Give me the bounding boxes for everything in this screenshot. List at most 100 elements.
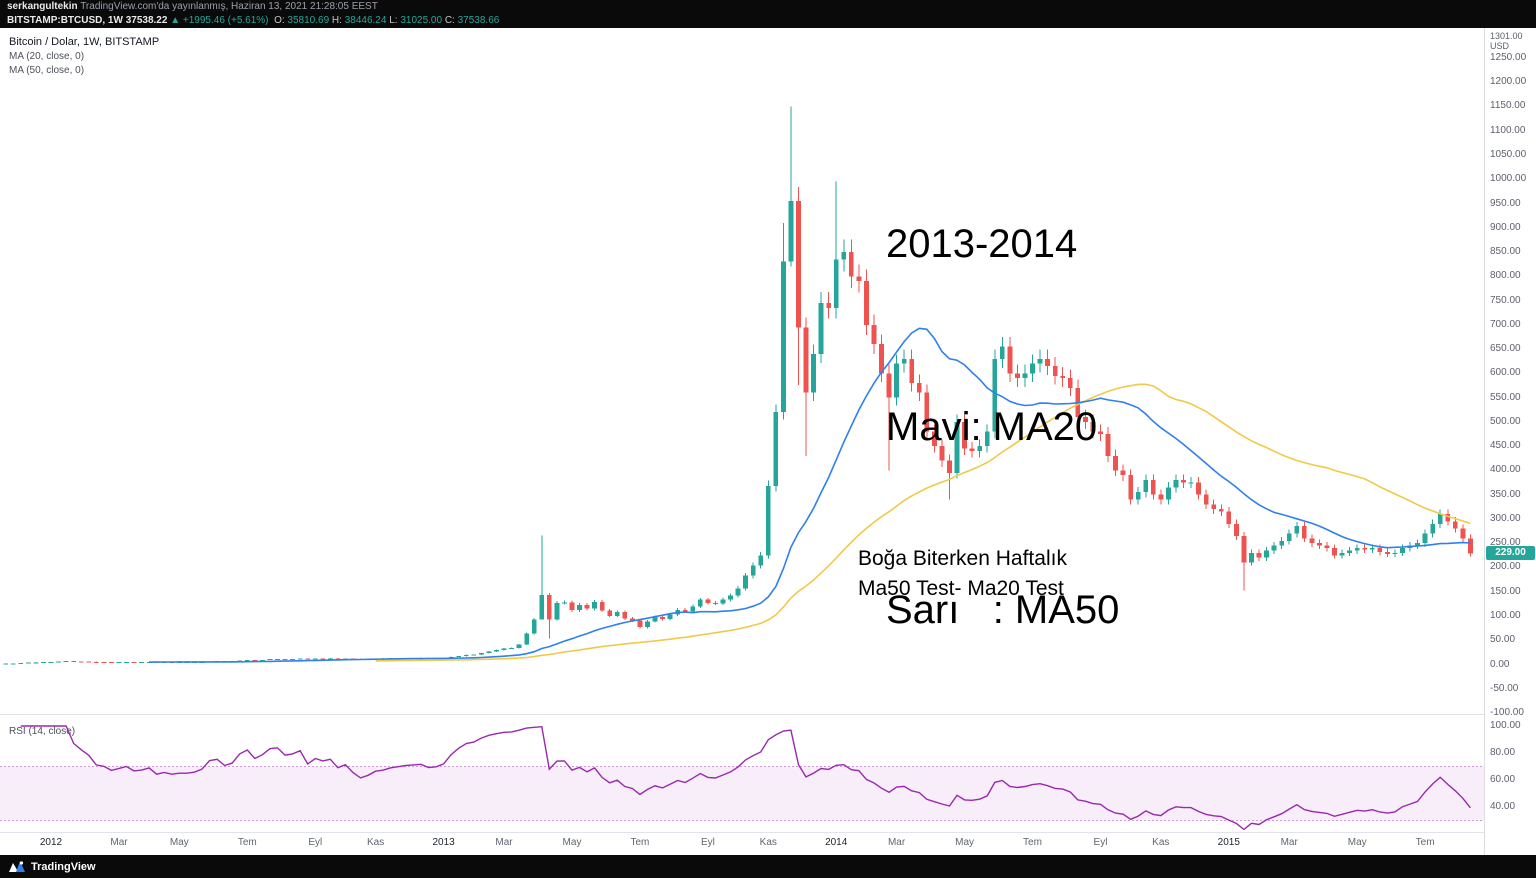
close-label: C:: [444, 15, 455, 26]
price-tick-label: -100.00: [1490, 707, 1524, 718]
rsi-line: [20, 725, 1471, 831]
scale-top-info: 1301.00 USD: [1490, 31, 1523, 51]
price-tick-label: 350.00: [1490, 488, 1521, 500]
time-tick-month: Tem: [237, 837, 257, 848]
time-tick-year: 2013: [432, 837, 455, 848]
time-tick-month: May: [955, 837, 975, 848]
time-tick-month: Kas: [759, 837, 777, 848]
time-tick-month: Mar: [887, 837, 906, 848]
price-tick-label: 550.00: [1490, 391, 1521, 403]
time-tick-month: May: [1347, 837, 1367, 848]
annotation-big: 2013-2014 Mavi: MA20 Sarı : MA50: [886, 92, 1119, 763]
rsi-band: [0, 766, 1484, 821]
price-tick-label: 500.00: [1490, 415, 1521, 427]
price-tick-label: 250.00: [1490, 537, 1521, 549]
tradingview-logo-icon[interactable]: [8, 860, 26, 873]
time-tick-month: May: [169, 837, 189, 848]
low-value: 31025.00: [400, 15, 443, 26]
time-tick-year: 2015: [1217, 837, 1240, 848]
open-label: O:: [274, 15, 285, 26]
time-tick-month: Tem: [1023, 837, 1042, 848]
price-tick-label: 200.00: [1490, 561, 1521, 573]
price-tick-label: 950.00: [1490, 197, 1521, 209]
price-tick-label: 1050.00: [1490, 149, 1527, 160]
rsi-pane[interactable]: [0, 714, 1484, 832]
price-tick-label: 300.00: [1490, 512, 1521, 524]
ma20-legend[interactable]: MA (20, close, 0): [9, 51, 85, 62]
time-tick-month: Mar: [110, 837, 128, 848]
annotation-line: Mavi: MA20: [886, 405, 1098, 449]
price-tick-label: 750.00: [1490, 294, 1521, 306]
symbol-info-bar: BITSTAMP:BTCUSD, 1W 37538.22 ▲ +1995.46 …: [0, 14, 1536, 28]
change-arrow-icon: ▲: [170, 15, 181, 26]
price-tick-label: 450.00: [1490, 440, 1521, 452]
author-name: serkangultekin: [7, 1, 78, 12]
main-legend: Bitcoin / Dolar, 1W, BITSTAMP MA (20, cl…: [9, 36, 159, 76]
scale-unit: USD: [1490, 41, 1510, 51]
price-scale[interactable]: 1301.00 USD 229.00 1250.00 1200.00 1150.00…: [1484, 28, 1536, 855]
price-tick-label: 650.00: [1490, 343, 1521, 355]
low-label: L:: [389, 15, 398, 26]
time-tick-year: 2014: [825, 837, 848, 848]
time-tick-month: Tem: [1415, 837, 1435, 848]
price-change: +1995.46 (+5.61%): [182, 15, 269, 26]
publish-timestamp: TradingView.com'da yayınlanmış, Haziran …: [77, 1, 378, 12]
price-tick-label: 1200.00: [1490, 76, 1527, 88]
time-tick-month: Kas: [366, 837, 385, 848]
time-axis-separator: [0, 832, 1536, 833]
price-tick-label: 50.00: [1490, 634, 1516, 646]
time-tick-month: Eyl: [700, 837, 715, 848]
ma50-line: [375, 383, 1471, 662]
footer-bar: TradingView: [0, 855, 1536, 878]
annotation-line: 2013-2014: [886, 222, 1078, 266]
price-tick-label: 900.00: [1490, 221, 1521, 233]
time-tick-month: Mar: [495, 837, 513, 848]
close-value: 37538.66: [457, 15, 500, 26]
candlestick-series: [3, 106, 1473, 665]
open-value: 35810.69: [287, 15, 330, 26]
price-tick-label: -50.00: [1490, 682, 1519, 694]
price-tick-label: 850.00: [1490, 246, 1521, 257]
price-tick-label: 1250.00: [1490, 51, 1527, 63]
price-tick-label: 600.00: [1490, 367, 1521, 379]
last-price-badge: 229.00: [1486, 546, 1535, 561]
high-value: 38446.24: [344, 15, 387, 26]
rsi-legend[interactable]: RSI (14, close): [9, 726, 76, 737]
price-tick-label: 800.00: [1490, 270, 1521, 282]
rsi-tick-label: 60.00: [1490, 774, 1516, 785]
brand-name[interactable]: TradingView: [31, 860, 96, 873]
publish-info-bar: serkangultekin TradingView.com'da yayınl…: [0, 0, 1536, 14]
annotation-line: Ma50 Test- Ma20 Test: [858, 577, 1064, 600]
price-tick-label: 100.00: [1490, 610, 1521, 621]
symbol-label: BITSTAMP:BTCUSD, 1W: [7, 15, 123, 26]
annotation-line: Sarı : MA50: [886, 588, 1120, 632]
annotation-small: Boğa Biterken Haftalık Ma50 Test- Ma20 T…: [858, 544, 1067, 604]
scale-top-value: 1301.00: [1490, 31, 1523, 41]
price-tick-label: 400.00: [1490, 464, 1521, 476]
chart-area: Bitcoin / Dolar, 1W, BITSTAMP MA (20, cl…: [0, 28, 1536, 855]
ma20-line: [149, 327, 1471, 663]
time-tick-month: Tem: [630, 837, 650, 848]
price-tick-label: 1000.00: [1490, 173, 1527, 185]
pane-separator[interactable]: [0, 714, 1536, 715]
ma50-legend[interactable]: MA (50, close, 0): [9, 65, 85, 76]
price-tick-label: 0.00: [1490, 658, 1510, 670]
price-pane[interactable]: [0, 28, 1484, 714]
series-title[interactable]: Bitcoin / Dolar, 1W, BITSTAMP: [9, 36, 160, 48]
time-tick-month: Eyl: [1093, 837, 1108, 848]
time-scale[interactable]: 2012 Mar May Tem Eyl Kas 2013 Mar May Tem Eyl Kas 20…: [0, 832, 1484, 855]
time-tick-month: Mar: [1280, 837, 1298, 848]
annotation-line: Boğa Biterken Haftalık: [858, 547, 1067, 570]
price-tick-label: 700.00: [1490, 318, 1521, 330]
time-tick-month: May: [562, 837, 582, 848]
time-tick-year: 2012: [39, 837, 63, 848]
time-tick-month: Kas: [1152, 837, 1170, 848]
price-tick-label: 150.00: [1490, 585, 1521, 597]
time-tick-month: Eyl: [308, 837, 323, 848]
price-tick-label: 1150.00: [1490, 100, 1526, 112]
high-label: H:: [331, 15, 342, 26]
rsi-tick-label: 100.00: [1490, 720, 1521, 731]
price-tick-label: 1100.00: [1490, 124, 1526, 136]
rsi-tick-label: 40.00: [1490, 801, 1516, 812]
